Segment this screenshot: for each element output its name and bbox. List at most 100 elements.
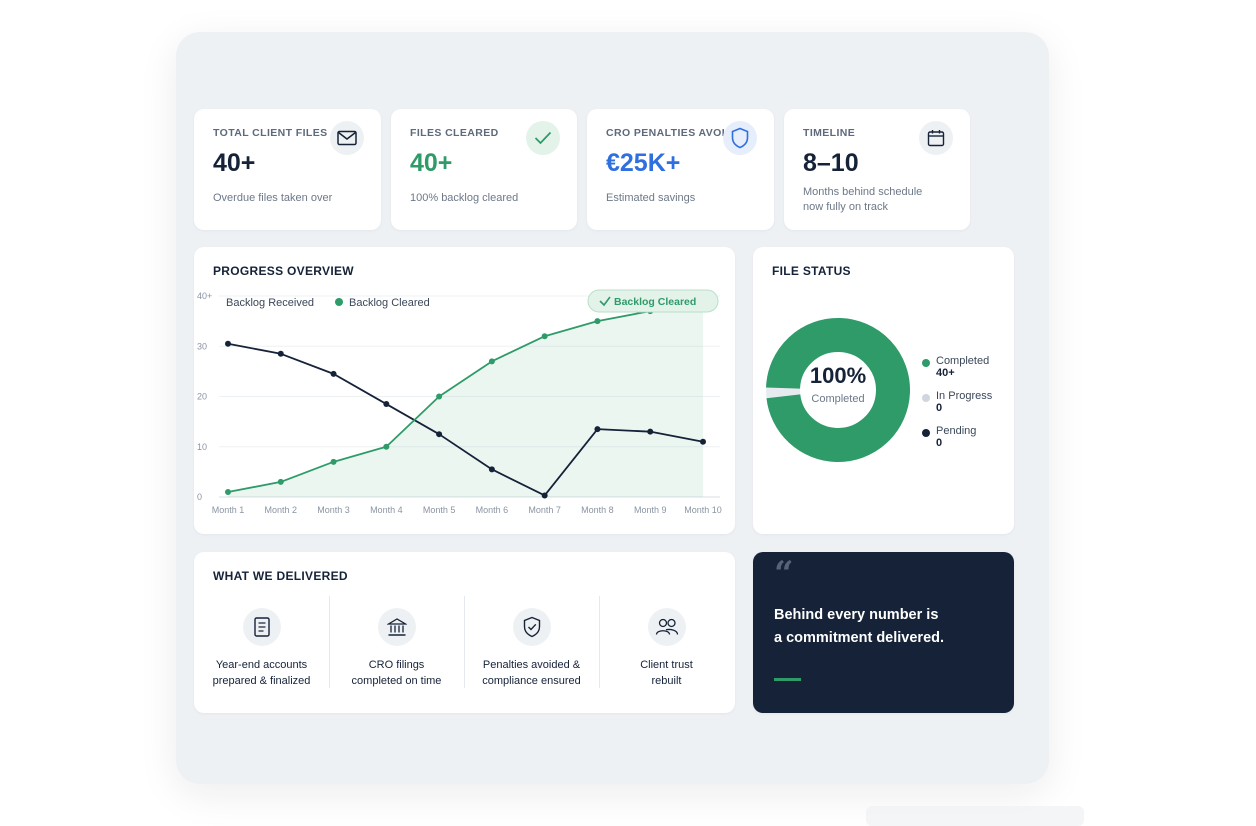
y-tick-label: 0 <box>197 492 202 502</box>
legend-value: 40+ <box>936 367 955 379</box>
legend-label: Completed <box>936 355 990 367</box>
x-tick-label: Month 6 <box>476 505 509 515</box>
point-backlog-received <box>330 370 337 377</box>
x-tick-label: Month 5 <box>423 505 456 515</box>
divider <box>329 596 330 688</box>
legend-dot-backlog-cleared <box>335 298 343 306</box>
y-tick-label: 10 <box>197 442 207 452</box>
stat-label: TIMELINE <box>803 127 856 139</box>
delivered-item-text: Year-end accounts prepared & finalized <box>194 657 329 689</box>
y-tick-label: 30 <box>197 341 207 351</box>
delivered-item-penalties: Penalties avoided & compliance ensured <box>464 608 599 689</box>
legend-in-progress: In Progress 0 <box>922 390 993 414</box>
legend-value: 0 <box>936 437 943 449</box>
donut-center-label: Completed <box>811 393 865 405</box>
y-tick-label: 20 <box>197 392 207 402</box>
point-backlog-received <box>225 340 231 347</box>
stat-label: FILES CLEARED <box>410 127 499 139</box>
point-backlog-received <box>277 350 284 357</box>
delivered-line: Year-end accounts <box>215 659 308 671</box>
delivered-line: compliance ensured <box>482 675 581 687</box>
annotation-check-icon <box>599 296 611 307</box>
legend-value: 0 <box>936 402 943 414</box>
annotation-label: Backlog Cleared <box>614 296 696 308</box>
point-backlog-cleared <box>594 318 601 325</box>
file-status-title: FILE STATUS <box>772 264 851 278</box>
stat-value: 8–10 <box>803 149 859 177</box>
delivered-title: WHAT WE DELIVERED <box>213 569 348 583</box>
cleared-area <box>228 306 703 497</box>
progress-line-chart: 0 10 20 30 40+ Month 1 Month 2 Month 3 Month 4 Mo… <box>197 289 722 515</box>
stat-value: 40+ <box>213 149 256 177</box>
stat-card-timeline: TIMELINE 8–10 Months behind schedule now… <box>784 109 970 230</box>
series-line-backlog-received <box>227 342 704 497</box>
legend-label: Pending <box>936 425 977 437</box>
delivered-line: prepared & finalized <box>212 675 311 687</box>
document-icon <box>242 608 281 646</box>
point-backlog-received <box>436 431 443 438</box>
stat-subtext: Months behind schedule now fully on trac… <box>803 185 922 215</box>
stat-subtext-line: Months behind schedule <box>803 186 923 198</box>
check-icon <box>526 121 560 155</box>
stat-subtext: Estimated savings <box>606 192 696 204</box>
stat-subtext-line: now fully on track <box>803 201 888 213</box>
delivered-line: rebuilt <box>651 675 682 687</box>
annotation-badge <box>587 289 719 313</box>
stat-subtext: 100% backlog cleared <box>410 192 519 204</box>
series-line-backlog-cleared <box>227 305 704 493</box>
point-backlog-received <box>594 426 601 433</box>
legend-backlog-cleared: Backlog Cleared <box>349 297 430 309</box>
file-status-card: FILE STATUS 100% Completed Completed 40+… <box>753 247 1014 534</box>
legend-label: In Progress <box>936 390 993 402</box>
delivered-item-year-end: Year-end accounts prepared & finalized <box>194 608 329 689</box>
donut-center-value: 100% <box>809 363 867 388</box>
quote-card: “ Behind every number is a commitment de… <box>753 552 1014 713</box>
point-backlog-cleared <box>436 393 443 400</box>
delivered-line: completed on time <box>351 675 442 687</box>
delivered-item-cro-filings: CRO filings completed on time <box>329 608 464 689</box>
legend-dot <box>922 359 930 367</box>
y-tick-label: 40+ <box>197 291 212 301</box>
x-tick-label: Month 10 <box>684 505 722 515</box>
point-backlog-cleared <box>541 333 548 340</box>
quote-line: a commitment delivered. <box>774 630 945 646</box>
legend-dot <box>922 429 930 437</box>
point-backlog-received <box>541 492 548 499</box>
quote-text: Behind every number is a commitment deli… <box>774 604 944 650</box>
stat-card-cro-penalties: CRO PENALTIES AVOIDED €25K+ Estimated sa… <box>587 109 774 230</box>
point-backlog-received <box>647 428 654 435</box>
progress-overview-card: PROGRESS OVERVIEW 0 10 20 30 40+ Month 1 Month… <box>194 247 735 534</box>
quote-line: Behind every number is <box>774 607 939 623</box>
point-backlog-received <box>488 466 495 473</box>
x-tick-label: Month 4 <box>370 505 403 515</box>
calendar-icon <box>919 121 953 155</box>
legend-backlog-received: Backlog Received <box>226 297 314 309</box>
delivered-item-text: Client trust rebuilt <box>599 657 734 689</box>
delivered-line: Client trust <box>640 659 693 671</box>
progress-title: PROGRESS OVERVIEW <box>213 264 354 278</box>
stat-label: CRO PENALTIES AVOIDED <box>606 127 726 139</box>
x-tick-label: Month 3 <box>317 505 350 515</box>
delivered-line: CRO filings <box>368 659 425 671</box>
point-backlog-cleared <box>330 458 337 465</box>
stat-value: €25K+ <box>606 149 681 177</box>
legend-pending: Pending 0 <box>922 425 977 449</box>
envelope-icon <box>330 121 364 155</box>
delivered-item-text: Penalties avoided & compliance ensured <box>464 657 599 689</box>
stat-label: TOTAL CLIENT FILES <box>213 127 328 139</box>
stat-value: 40+ <box>410 149 453 177</box>
x-tick-label: Month 1 <box>212 505 245 515</box>
legend-completed: Completed 40+ <box>922 355 990 379</box>
divider <box>464 596 465 688</box>
bank-icon <box>377 608 416 646</box>
quote-mark-icon: “ <box>774 554 794 594</box>
legend-dot <box>922 394 930 402</box>
point-backlog-received <box>700 438 706 445</box>
point-backlog-cleared <box>277 478 284 485</box>
point-backlog-cleared <box>225 488 231 495</box>
delivered-card: WHAT WE DELIVERED Year-end accounts prep… <box>194 552 735 713</box>
delivered-item-client-trust: Client trust rebuilt <box>599 608 734 689</box>
users-icon <box>647 608 686 646</box>
shield-icon <box>723 121 757 155</box>
point-backlog-cleared <box>488 358 495 365</box>
